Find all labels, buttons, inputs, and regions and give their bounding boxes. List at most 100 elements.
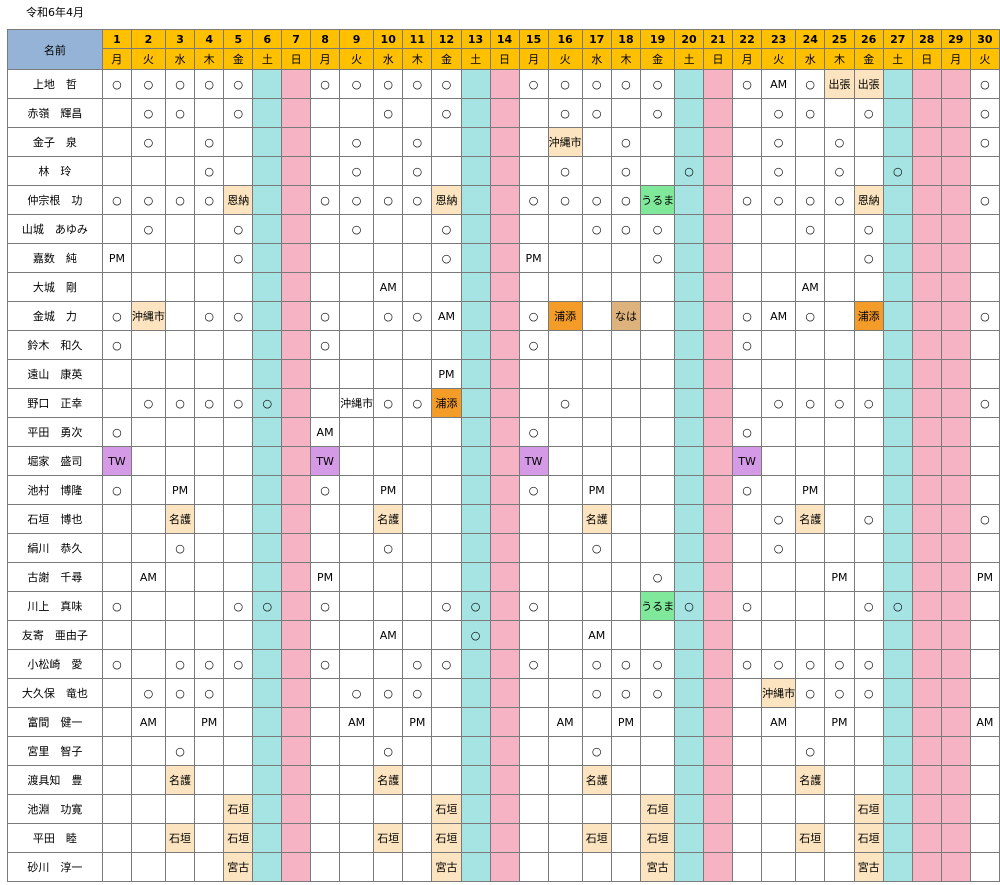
schedule-cell[interactable]: [940, 736, 971, 766]
schedule-cell[interactable]: [940, 562, 971, 592]
schedule-cell[interactable]: 石垣: [640, 823, 676, 853]
schedule-cell[interactable]: [252, 707, 283, 737]
schedule-cell[interactable]: [164, 562, 196, 592]
schedule-cell[interactable]: [339, 852, 375, 882]
schedule-cell[interactable]: [795, 533, 826, 563]
schedule-cell[interactable]: [252, 330, 283, 360]
schedule-cell[interactable]: [824, 765, 855, 795]
schedule-cell[interactable]: [703, 620, 734, 650]
schedule-cell[interactable]: ○: [640, 243, 676, 273]
schedule-cell[interactable]: ○: [130, 127, 166, 157]
schedule-cell[interactable]: [460, 707, 491, 737]
schedule-cell[interactable]: [969, 678, 1000, 708]
schedule-cell[interactable]: [610, 388, 642, 418]
schedule-cell[interactable]: ○: [164, 736, 196, 766]
schedule-cell[interactable]: ○: [339, 678, 375, 708]
schedule-cell[interactable]: [489, 330, 520, 360]
schedule-cell[interactable]: [281, 823, 312, 853]
schedule-cell[interactable]: [732, 707, 763, 737]
schedule-cell[interactable]: [130, 156, 166, 186]
schedule-cell[interactable]: [911, 504, 942, 534]
schedule-cell[interactable]: [310, 214, 341, 244]
schedule-cell[interactable]: [795, 243, 826, 273]
schedule-cell[interactable]: [732, 794, 763, 824]
schedule-cell[interactable]: TW: [310, 446, 341, 476]
schedule-cell[interactable]: 名護: [795, 765, 826, 795]
schedule-cell[interactable]: 石垣: [431, 794, 462, 824]
schedule-cell[interactable]: [281, 388, 312, 418]
schedule-cell[interactable]: [518, 620, 549, 650]
schedule-cell[interactable]: ○: [101, 185, 132, 215]
schedule-cell[interactable]: [732, 765, 763, 795]
schedule-cell[interactable]: ○: [373, 185, 404, 215]
schedule-cell[interactable]: [489, 359, 520, 389]
schedule-cell[interactable]: [310, 388, 341, 418]
schedule-cell[interactable]: [164, 591, 196, 621]
schedule-cell[interactable]: ○: [402, 388, 433, 418]
schedule-cell[interactable]: [339, 446, 375, 476]
schedule-cell[interactable]: [339, 98, 375, 128]
schedule-cell[interactable]: [281, 185, 312, 215]
schedule-cell[interactable]: [581, 301, 612, 331]
schedule-cell[interactable]: [281, 504, 312, 534]
schedule-cell[interactable]: [882, 736, 913, 766]
schedule-cell[interactable]: [339, 272, 375, 302]
schedule-cell[interactable]: [252, 98, 283, 128]
schedule-cell[interactable]: [460, 446, 491, 476]
schedule-cell[interactable]: 恩納: [853, 185, 884, 215]
schedule-cell[interactable]: [194, 359, 225, 389]
schedule-cell[interactable]: [911, 649, 942, 679]
schedule-cell[interactable]: [223, 417, 254, 447]
schedule-cell[interactable]: [882, 794, 913, 824]
schedule-cell[interactable]: [194, 98, 225, 128]
schedule-cell[interactable]: [339, 765, 375, 795]
schedule-cell[interactable]: [489, 243, 520, 273]
schedule-cell[interactable]: [940, 69, 971, 99]
schedule-cell[interactable]: [339, 649, 375, 679]
schedule-cell[interactable]: [489, 765, 520, 795]
schedule-cell[interactable]: AM: [761, 69, 797, 99]
schedule-cell[interactable]: 沖縄市: [339, 388, 375, 418]
schedule-cell[interactable]: [761, 243, 797, 273]
schedule-cell[interactable]: [940, 301, 971, 331]
schedule-cell[interactable]: ○: [164, 69, 196, 99]
schedule-cell[interactable]: [130, 272, 166, 302]
schedule-cell[interactable]: [402, 504, 433, 534]
schedule-cell[interactable]: [940, 98, 971, 128]
schedule-cell[interactable]: [610, 736, 642, 766]
schedule-cell[interactable]: [732, 678, 763, 708]
schedule-cell[interactable]: [223, 562, 254, 592]
schedule-cell[interactable]: [581, 388, 612, 418]
schedule-cell[interactable]: [130, 243, 166, 273]
schedule-cell[interactable]: [940, 533, 971, 563]
schedule-cell[interactable]: [130, 736, 166, 766]
schedule-cell[interactable]: [431, 678, 462, 708]
schedule-cell[interactable]: [489, 823, 520, 853]
schedule-cell[interactable]: ○: [164, 649, 196, 679]
schedule-cell[interactable]: [460, 330, 491, 360]
schedule-cell[interactable]: [281, 359, 312, 389]
schedule-cell[interactable]: ○: [853, 243, 884, 273]
schedule-cell[interactable]: [674, 69, 705, 99]
schedule-cell[interactable]: [674, 243, 705, 273]
schedule-cell[interactable]: [795, 127, 826, 157]
schedule-cell[interactable]: ○: [339, 156, 375, 186]
schedule-cell[interactable]: [101, 98, 132, 128]
schedule-cell[interactable]: [674, 330, 705, 360]
schedule-cell[interactable]: [911, 359, 942, 389]
schedule-cell[interactable]: TW: [101, 446, 132, 476]
schedule-cell[interactable]: ○: [581, 69, 612, 99]
schedule-cell[interactable]: [674, 678, 705, 708]
schedule-cell[interactable]: [252, 214, 283, 244]
schedule-cell[interactable]: [281, 533, 312, 563]
schedule-cell[interactable]: [610, 533, 642, 563]
schedule-cell[interactable]: ○: [101, 591, 132, 621]
schedule-cell[interactable]: ○: [339, 185, 375, 215]
schedule-cell[interactable]: [703, 98, 734, 128]
schedule-cell[interactable]: [882, 69, 913, 99]
schedule-cell[interactable]: [581, 359, 612, 389]
schedule-cell[interactable]: [101, 765, 132, 795]
schedule-cell[interactable]: [581, 591, 612, 621]
schedule-cell[interactable]: [795, 794, 826, 824]
schedule-cell[interactable]: [732, 214, 763, 244]
